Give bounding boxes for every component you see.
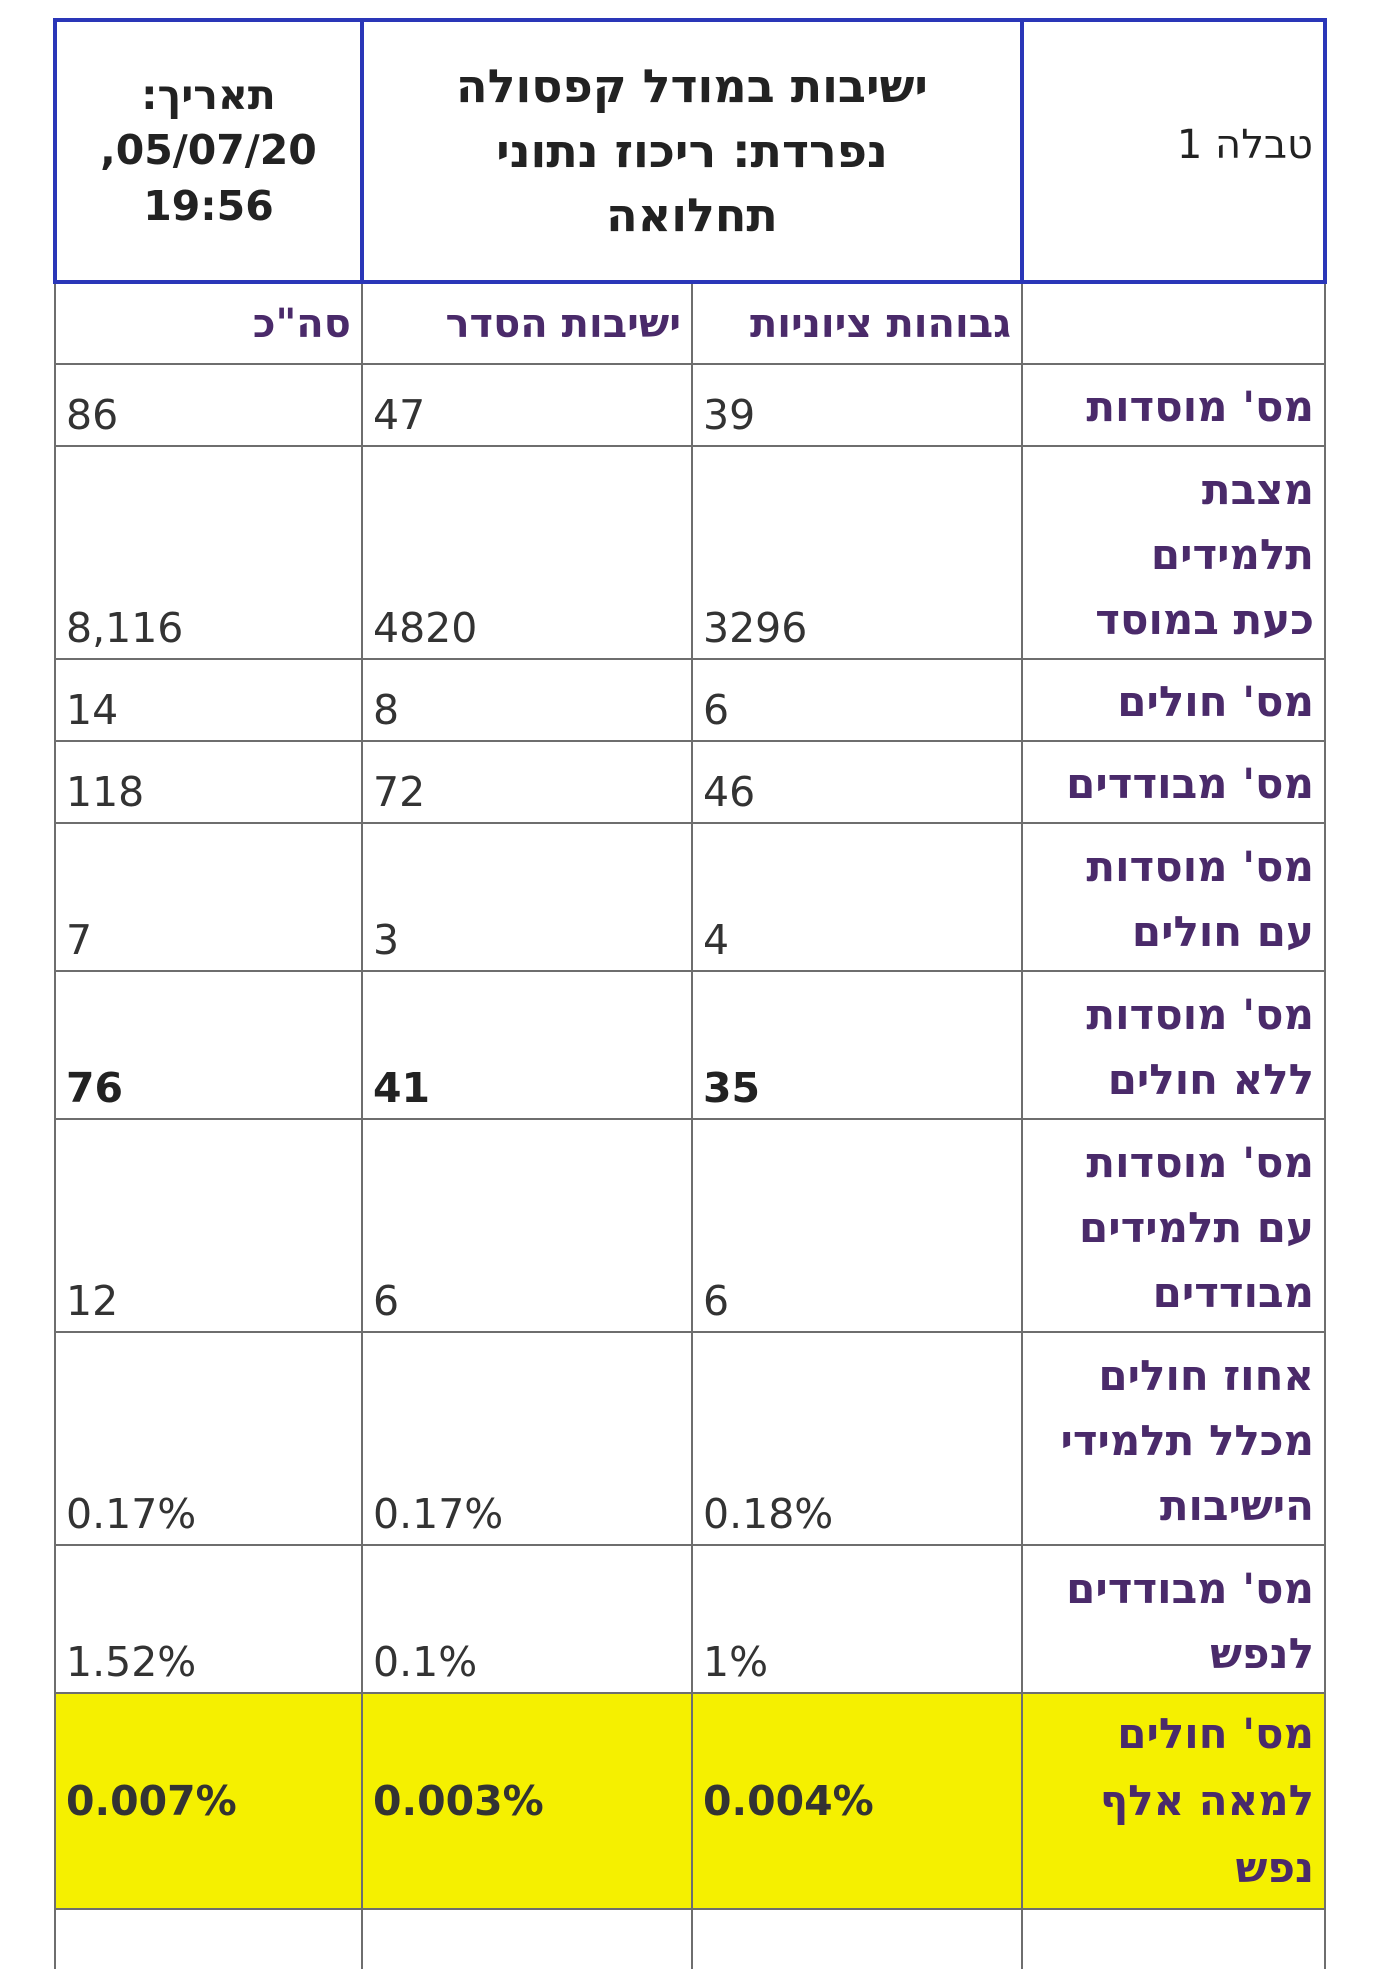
table-row: מס' חולים 6 8 14 — [53, 658, 1326, 742]
cell-total[interactable]: 0.17% — [53, 1331, 363, 1546]
row-label[interactable]: מס' מבודדים לנפש — [1021, 1544, 1326, 1694]
empty-cell[interactable] — [53, 1907, 363, 1969]
date-cell[interactable]: תאריך: 05/07/20, 19:56 — [52, 18, 364, 284]
cell-hesder[interactable]: 47 — [360, 363, 694, 447]
header-hesder[interactable]: ישיבות הסדר — [360, 281, 694, 365]
cell-total[interactable]: 76 — [53, 970, 363, 1120]
cell-hesder[interactable]: 8 — [360, 658, 694, 742]
table-row: מצבת תלמידים כעת במוסד 3296 4820 8,116 — [53, 445, 1326, 660]
row-label[interactable]: מס' מוסדות עם חולים — [1021, 822, 1326, 972]
cell-hesder[interactable]: 6 — [360, 1118, 694, 1333]
table-row: מס' מבודדים 46 72 118 — [53, 740, 1326, 824]
cell-total[interactable]: 14 — [53, 658, 363, 742]
cell-hesder[interactable]: 0.17% — [360, 1331, 694, 1546]
title-row: טבלה 1 ישיבות במודל קפסולה נפרדת: ריכוז … — [52, 18, 1327, 284]
empty-cell[interactable] — [1021, 1907, 1326, 1969]
cell-zionist-high[interactable]: 6 — [691, 658, 1023, 742]
cell-total[interactable]: 8,116 — [53, 445, 363, 660]
table-row: מס' מוסדות ללא חולים 35 41 76 — [53, 970, 1326, 1120]
row-label[interactable]: מצבת תלמידים כעת במוסד — [1021, 445, 1326, 660]
table-row: אחוז חולים מכלל תלמידי הישיבות 0.18% 0.1… — [53, 1331, 1326, 1546]
cell-zionist-high[interactable]: 46 — [691, 740, 1023, 824]
cell-total[interactable]: 118 — [53, 740, 363, 824]
row-label[interactable]: מס' מבודדים — [1021, 740, 1326, 824]
header-empty-cell[interactable] — [1021, 281, 1326, 365]
cell-zionist-high[interactable]: 3296 — [691, 445, 1023, 660]
table-row: מס' מוסדות עם חולים 4 3 7 — [53, 822, 1326, 972]
table-row: מס' מוסדות 39 47 86 — [53, 363, 1326, 447]
cell-total[interactable]: 12 — [53, 1118, 363, 1333]
infection-data-table: טבלה 1 ישיבות במודל קפסולה נפרדת: ריכוז … — [52, 18, 1327, 1969]
row-label[interactable]: מס' מוסדות — [1021, 363, 1326, 447]
cell-zionist-high[interactable]: 1% — [691, 1544, 1023, 1694]
row-label[interactable]: אחוז חולים מכלל תלמידי הישיבות — [1021, 1331, 1326, 1546]
empty-cell[interactable] — [691, 1907, 1023, 1969]
empty-cell[interactable] — [360, 1907, 694, 1969]
spreadsheet-view: טבלה 1 ישיבות במודל קפסולה נפרדת: ריכוז … — [52, 18, 1327, 1969]
cell-total[interactable]: 1.52% — [53, 1544, 363, 1694]
cell-zionist-high[interactable]: 4 — [691, 822, 1023, 972]
header-zionist-high[interactable]: גבוהות ציוניות — [691, 281, 1023, 365]
row-label[interactable]: מס' חולים — [1021, 658, 1326, 742]
row-label[interactable]: מס' חולים למאה אלף נפש — [1021, 1692, 1326, 1910]
column-header-row: גבוהות ציוניות ישיבות הסדר סה"כ — [53, 281, 1326, 365]
cell-hesder[interactable]: 41 — [360, 970, 694, 1120]
row-label[interactable]: מס' מוסדות ללא חולים — [1021, 970, 1326, 1120]
table-row: מס' מוסדות עם תלמידים מבודדים 6 6 12 — [53, 1118, 1326, 1333]
cell-hesder[interactable]: 0.1% — [360, 1544, 694, 1694]
cell-hesder[interactable]: 72 — [360, 740, 694, 824]
cell-total[interactable]: 7 — [53, 822, 363, 972]
cell-zionist-high[interactable]: 0.004% — [691, 1692, 1023, 1910]
cell-zionist-high[interactable]: 0.18% — [691, 1331, 1023, 1546]
cell-zionist-high[interactable]: 6 — [691, 1118, 1023, 1333]
cell-hesder[interactable]: 0.003% — [360, 1692, 694, 1910]
table-name-cell[interactable]: טבלה 1 — [1020, 18, 1327, 284]
cell-hesder[interactable]: 4820 — [360, 445, 694, 660]
cell-zionist-high[interactable]: 39 — [691, 363, 1023, 447]
cell-hesder[interactable]: 3 — [360, 822, 694, 972]
row-label[interactable]: מס' מוסדות עם תלמידים מבודדים — [1021, 1118, 1326, 1333]
cell-zionist-high[interactable]: 35 — [691, 970, 1023, 1120]
cell-total[interactable]: 86 — [53, 363, 363, 447]
table-row: מס' מבודדים לנפש 1% 0.1% 1.52% — [53, 1544, 1326, 1694]
header-total[interactable]: סה"כ — [53, 281, 363, 365]
empty-table-row — [53, 1907, 1326, 1969]
table-title-cell[interactable]: ישיבות במודל קפסולה נפרדת: ריכוז נתוני ת… — [359, 18, 1025, 284]
cell-total[interactable]: 0.007% — [53, 1692, 363, 1910]
highlighted-table-row: מס' חולים למאה אלף נפש 0.004% 0.003% 0.0… — [53, 1692, 1326, 1910]
